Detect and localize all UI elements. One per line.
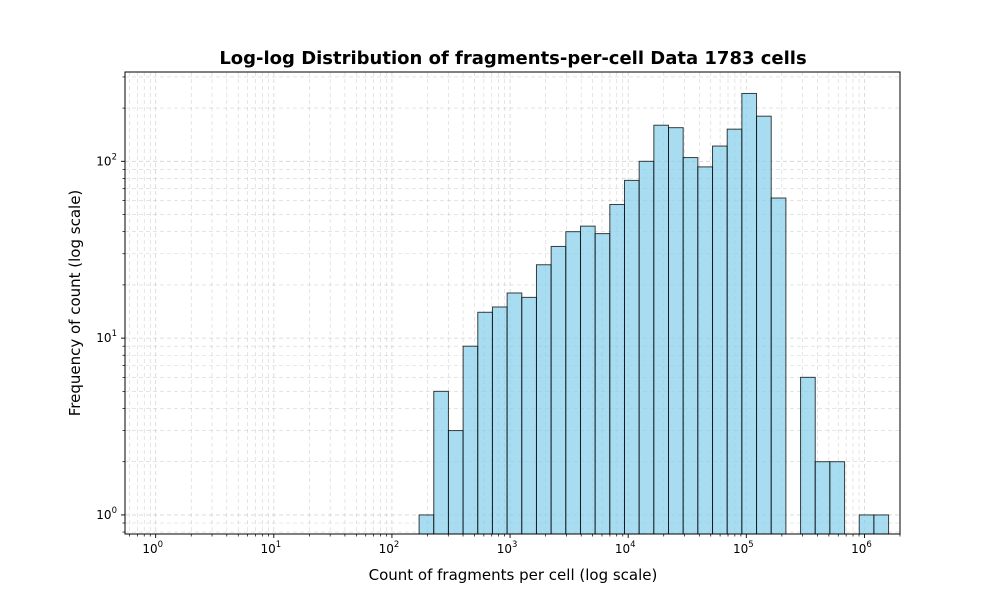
histogram-bar (668, 127, 684, 535)
y-tick-label: 100 (96, 506, 117, 522)
histogram-bar (491, 306, 508, 535)
histogram-bar (609, 203, 625, 535)
x-tick-label: 100 (142, 540, 163, 556)
histogram-bar (770, 197, 787, 535)
histogram-bar (712, 145, 728, 535)
x-tick-label: 102 (379, 540, 400, 556)
histogram-bar (697, 166, 714, 535)
histogram-bar (800, 376, 816, 535)
histogram-bar (638, 160, 655, 535)
x-axis-label: Count of fragments per cell (log scale) (369, 566, 658, 584)
histogram-bar (858, 514, 875, 535)
x-tick-label: 104 (615, 540, 636, 556)
histogram-bar (550, 245, 567, 535)
histogram-bar (873, 514, 890, 535)
bars (418, 92, 890, 535)
histogram-bar (462, 345, 479, 535)
histogram-bar (653, 124, 670, 535)
y-tick-label: 102 (96, 152, 117, 168)
histogram-bar (506, 292, 523, 535)
histogram-bar (594, 233, 611, 535)
histogram-bar (535, 264, 552, 535)
histogram-bar (814, 461, 831, 535)
histogram-bar (726, 128, 743, 535)
histogram-bar (682, 157, 699, 535)
histogram-bar (741, 92, 758, 535)
x-tick-label: 105 (733, 540, 754, 556)
histogram-bar (579, 225, 596, 535)
histogram-bar (418, 514, 435, 535)
histogram-bar (756, 115, 772, 535)
chart-title: Log-log Distribution of fragments-per-ce… (219, 48, 806, 69)
histogram-bar (477, 311, 493, 535)
histogram-bar (565, 231, 581, 535)
histogram-bar (829, 461, 846, 535)
y-tick-label: 101 (96, 329, 117, 345)
x-tick-label: 101 (260, 540, 281, 556)
histogram-bar (433, 390, 449, 535)
x-tick-label: 106 (851, 540, 872, 556)
x-tick-labels: 100 101 102 103 104 105 106 (142, 540, 871, 556)
y-axis-label: Frequency of count (log scale) (66, 190, 84, 417)
histogram-bar (521, 296, 537, 535)
histogram-bar (447, 430, 464, 535)
x-tick-label: 103 (497, 540, 518, 556)
y-tick-labels: 100 101 102 (96, 152, 117, 522)
plot-frame (124, 71, 901, 535)
histogram-bar (623, 179, 640, 535)
